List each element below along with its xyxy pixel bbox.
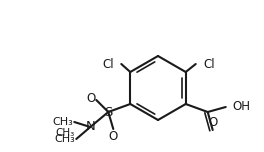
Text: S: S [104, 105, 112, 119]
Text: OH: OH [233, 100, 251, 114]
Text: CH₃: CH₃ [55, 134, 75, 144]
Text: O: O [109, 130, 118, 143]
Text: Cl: Cl [103, 58, 114, 71]
Text: O: O [86, 93, 95, 105]
Text: CH₃: CH₃ [53, 117, 73, 127]
Text: CH₃: CH₃ [55, 128, 74, 138]
Text: O: O [208, 116, 217, 129]
Text: Cl: Cl [204, 58, 215, 71]
Text: N: N [86, 121, 95, 133]
